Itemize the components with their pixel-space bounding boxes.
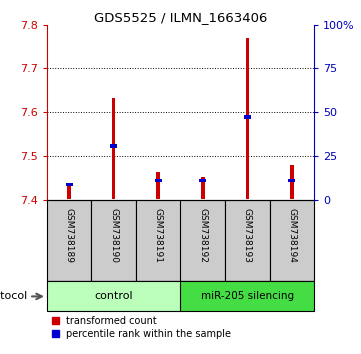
Bar [180, 200, 225, 281]
Bar [112, 98, 116, 200]
Bar [155, 179, 162, 182]
Text: protocol: protocol [0, 291, 27, 301]
Bar [244, 115, 251, 119]
Bar [270, 200, 314, 281]
Text: GSM738191: GSM738191 [154, 208, 163, 263]
Bar [225, 200, 270, 281]
Text: control: control [95, 291, 133, 301]
Bar [199, 179, 206, 182]
Legend: transformed count, percentile rank within the sample: transformed count, percentile rank withi… [52, 316, 231, 339]
Title: GDS5525 / ILMN_1663406: GDS5525 / ILMN_1663406 [94, 11, 267, 24]
Bar [47, 281, 180, 312]
Bar [245, 38, 249, 200]
Bar [136, 200, 180, 281]
Bar [47, 200, 91, 281]
Bar [91, 200, 136, 281]
Bar [156, 172, 160, 200]
Text: GSM738190: GSM738190 [109, 208, 118, 263]
Bar [180, 281, 314, 312]
Bar [290, 165, 293, 200]
Bar [110, 144, 117, 148]
Bar [66, 183, 73, 187]
Text: GSM738189: GSM738189 [65, 208, 74, 263]
Text: GSM738192: GSM738192 [198, 208, 207, 263]
Bar [68, 185, 71, 200]
Text: GSM738194: GSM738194 [287, 208, 296, 263]
Text: miR-205 silencing: miR-205 silencing [201, 291, 294, 301]
Text: GSM738193: GSM738193 [243, 208, 252, 263]
Bar [288, 179, 295, 182]
Bar [201, 177, 205, 200]
